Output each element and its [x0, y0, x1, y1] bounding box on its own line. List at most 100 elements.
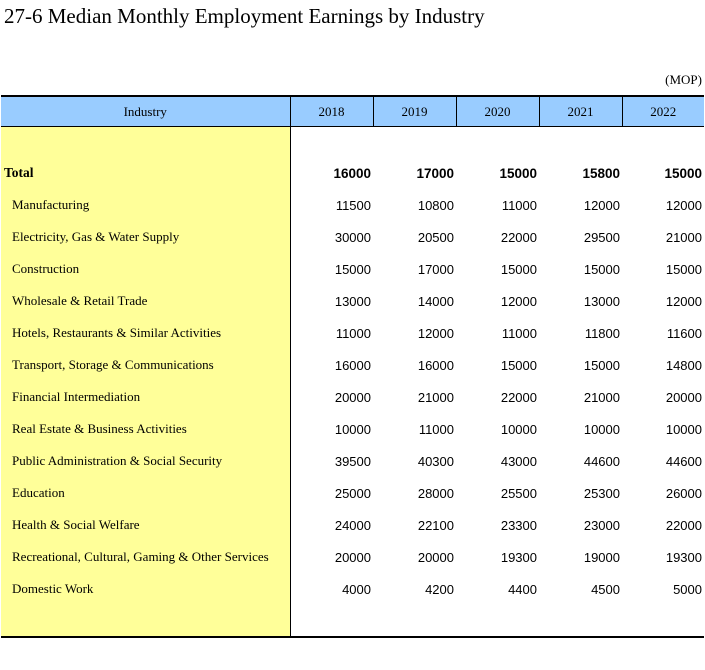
table-cell: 15800 — [582, 165, 620, 181]
table-cell: 28000 — [417, 485, 454, 501]
earnings-table: Industry 2018 2019 2020 2021 2022 Total … — [1, 95, 704, 638]
row-label: Public Administration & Social Security — [1, 445, 291, 477]
table-row: Education 25000 28000 25500 25300 26000 — [1, 477, 704, 509]
table-cell: 14800 — [665, 357, 702, 373]
table-cell: 10800 — [417, 197, 454, 213]
table-cell: 15000 — [664, 165, 702, 181]
table-cell: 11800 — [584, 325, 620, 341]
table-cell: 12000 — [583, 197, 620, 213]
table-cell: 25300 — [583, 485, 620, 501]
table-cell: 30000 — [334, 229, 371, 245]
table-row: Financial Intermediation 20000 21000 22000 2… — [1, 381, 704, 413]
table-row-total: Total 16000 17000 15000 15800 15000 — [1, 157, 704, 189]
table-cell: 22000 — [500, 229, 537, 245]
table-cell: 4500 — [591, 581, 620, 597]
table-cell: 12000 — [417, 325, 454, 341]
column-header-industry: Industry — [1, 95, 290, 127]
table-cell: 29500 — [583, 229, 620, 245]
table-cell: 11000 — [501, 325, 537, 341]
table-row: Electricity, Gas & Water Supply 30000 2050… — [1, 221, 704, 253]
table-row: Manufacturing 11500 10800 11000 12000 12000 — [1, 189, 704, 221]
table-cell: 10000 — [500, 421, 537, 437]
table-cell: 17000 — [417, 261, 454, 277]
table-cell: 22000 — [500, 389, 537, 405]
table-cell: 13000 — [583, 293, 620, 309]
spacer-row — [1, 126, 704, 157]
row-label: Real Estate & Business Activities — [1, 413, 291, 445]
table-cell: 5000 — [673, 581, 702, 597]
table-cell: 21000 — [583, 389, 620, 405]
table-cell: 20000 — [417, 549, 454, 565]
table-header-row: Industry 2018 2019 2020 2021 2022 — [1, 95, 704, 127]
table-cell: 25500 — [500, 485, 537, 501]
table-row: Construction 15000 17000 15000 15000 15000 — [1, 253, 704, 285]
table-row: Transport, Storage & Communications 16000… — [1, 349, 704, 381]
table-cell: 39500 — [334, 453, 371, 469]
row-label: Hotels, Restaurants & Similar Activities — [1, 317, 291, 349]
table-cell: 13000 — [334, 293, 371, 309]
column-header-2018: 2018 — [289, 95, 373, 127]
table-cell: 15000 — [499, 165, 537, 181]
table-cell: 22000 — [665, 517, 702, 533]
table-cell: 23000 — [583, 517, 620, 533]
table-cell: 4400 — [508, 581, 537, 597]
page-title: 27-6 Median Monthly Employment Earnings … — [4, 4, 485, 28]
table-cell: 11000 — [501, 197, 537, 213]
row-label: Manufacturing — [1, 189, 291, 221]
row-label: Construction — [1, 253, 291, 285]
table-row: Real Estate & Business Activities 10000 11… — [1, 413, 704, 445]
row-label: Recreational, Cultural, Gaming & Other S… — [1, 541, 291, 573]
table-cell: 20000 — [334, 389, 371, 405]
table-cell: 4000 — [342, 581, 371, 597]
table-cell: 15000 — [500, 357, 537, 373]
table-cell: 21000 — [417, 389, 454, 405]
table-cell: 15000 — [583, 357, 620, 373]
table-row: Health & Social Welfare 24000 22100 23300 23… — [1, 509, 704, 541]
table-cell: 23300 — [500, 517, 537, 533]
table-cell: 19300 — [665, 549, 702, 565]
table-cell: 12000 — [500, 293, 537, 309]
row-label: Education — [1, 477, 291, 509]
table-cell: 44600 — [665, 453, 702, 469]
table-cell: 15000 — [334, 261, 371, 277]
table-cell: 19000 — [583, 549, 620, 565]
table-cell: 19300 — [500, 549, 537, 565]
table-row: Recreational, Cultural, Gaming & Other S… — [1, 541, 704, 573]
row-label: Wholesale & Retail Trade — [1, 285, 291, 317]
table-row: Domestic Work 4000 4200 4400 4500 5000 — [1, 573, 704, 605]
column-header-2021: 2021 — [538, 95, 622, 127]
table-cell: 20000 — [665, 389, 702, 405]
table-cell: 16000 — [333, 165, 371, 181]
row-label: Financial Intermediation — [1, 381, 291, 413]
table-row: Public Administration & Social Security 3… — [1, 445, 704, 477]
table-cell: 25000 — [334, 485, 371, 501]
column-header-2022: 2022 — [621, 95, 704, 127]
table-cell: 15000 — [500, 261, 537, 277]
table-cell: 11000 — [418, 421, 454, 437]
table-cell: 11500 — [335, 197, 371, 213]
table-cell: 15000 — [583, 261, 620, 277]
row-label: Transport, Storage & Communications — [1, 349, 291, 381]
table-cell: 20500 — [417, 229, 454, 245]
table-cell: 43000 — [500, 453, 537, 469]
table-cell: 16000 — [334, 357, 371, 373]
column-header-2020: 2020 — [455, 95, 539, 127]
spacer-row — [1, 605, 704, 638]
row-label: Domestic Work — [1, 573, 291, 605]
row-label: Electricity, Gas & Water Supply — [1, 221, 291, 253]
table-row: Hotels, Restaurants & Similar Activities… — [1, 317, 704, 349]
table-cell: 24000 — [334, 517, 371, 533]
table-cell: 44600 — [583, 453, 620, 469]
table-cell: 14000 — [417, 293, 454, 309]
table-cell: 15000 — [665, 261, 702, 277]
table-cell: 10000 — [665, 421, 702, 437]
table-cell: 12000 — [665, 197, 702, 213]
table-cell: 40300 — [417, 453, 454, 469]
table-cell: 4200 — [425, 581, 454, 597]
table-cell: 11600 — [666, 325, 702, 341]
table-cell: 26000 — [665, 485, 702, 501]
column-header-2019: 2019 — [372, 95, 456, 127]
table-row: Wholesale & Retail Trade 13000 14000 12000 1… — [1, 285, 704, 317]
row-label: Total — [1, 157, 291, 189]
table-cell: 10000 — [583, 421, 620, 437]
